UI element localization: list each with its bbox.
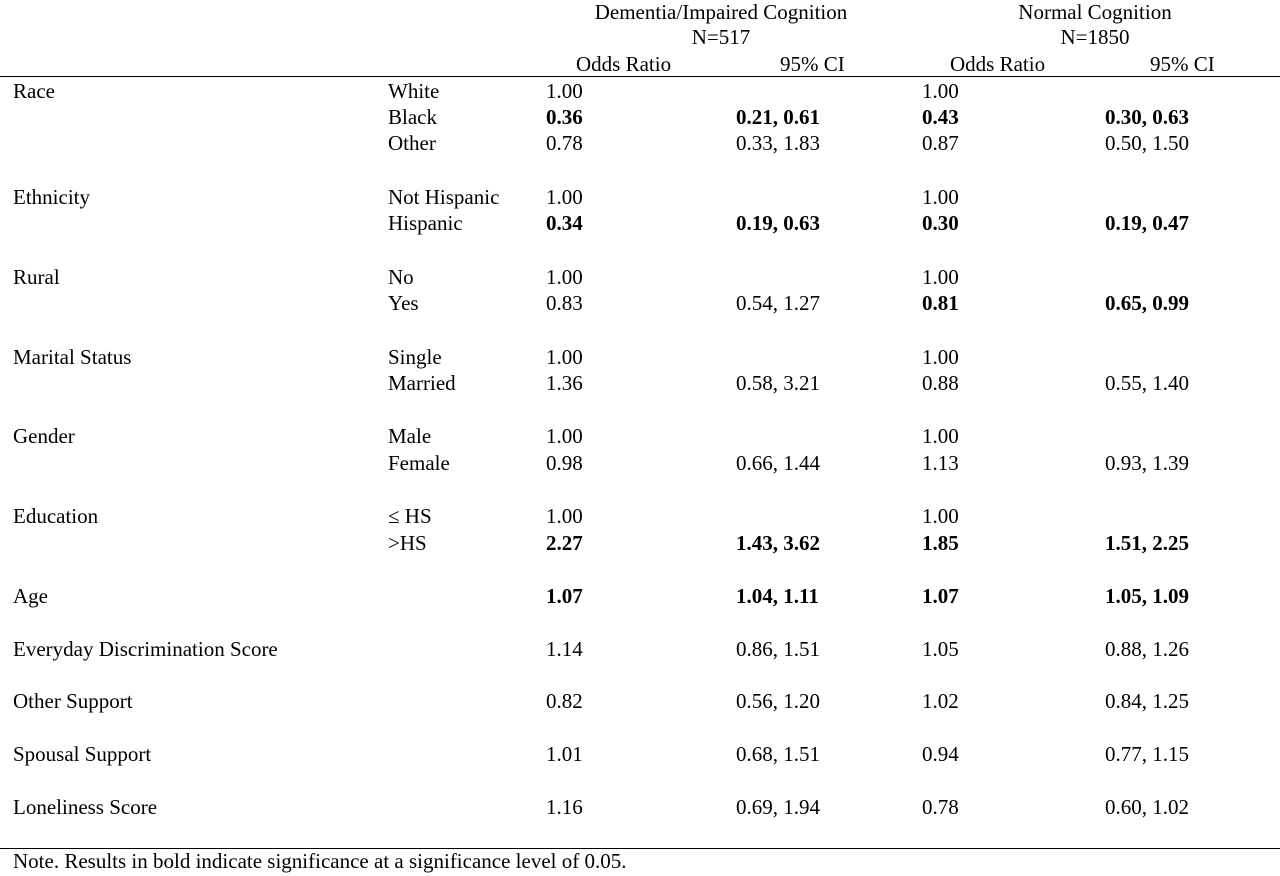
cell-ci-dementia: 0.68, 1.51 — [736, 742, 820, 766]
cell-variable: Marital Status — [13, 345, 132, 369]
cell-level: ≤ HS — [388, 504, 432, 528]
cell-ci-normal: 1.51, 2.25 — [1105, 531, 1189, 555]
cell-or-dementia: 1.00 — [546, 265, 583, 289]
col-header-or2: Odds Ratio — [950, 52, 1046, 76]
bottom-rule — [0, 848, 1280, 849]
cell-or-normal: 1.07 — [922, 584, 959, 608]
cell-or-normal: 1.00 — [922, 345, 959, 369]
group1-n: N=517 — [691, 25, 751, 49]
cell-or-dementia: 1.00 — [546, 79, 583, 103]
cell-ci-dementia: 0.58, 3.21 — [736, 371, 820, 395]
group2-title: Normal Cognition — [1018, 0, 1172, 24]
cell-ci-normal: 0.30, 0.63 — [1105, 105, 1189, 129]
cell-or-normal: 0.43 — [922, 105, 959, 129]
cell-ci-dementia: 0.86, 1.51 — [736, 637, 820, 661]
cell-ci-dementia: 0.21, 0.61 — [736, 105, 820, 129]
cell-level: Male — [388, 424, 432, 448]
cell-or-normal: 1.00 — [922, 424, 959, 448]
cell-level: Not Hispanic — [388, 185, 500, 209]
cell-variable: Race — [13, 79, 55, 103]
cell-ci-normal: 0.50, 1.50 — [1105, 131, 1189, 155]
cell-level: White — [388, 79, 440, 103]
group1-title: Dementia/Impaired Cognition — [594, 0, 848, 24]
cell-level: Other — [388, 131, 436, 155]
cell-or-normal: 1.00 — [922, 504, 959, 528]
cell-or-normal: 1.02 — [922, 689, 959, 713]
cell-ci-normal: 0.77, 1.15 — [1105, 742, 1189, 766]
col-header-ci2: 95% CI — [1150, 52, 1215, 76]
cell-level: Single — [388, 345, 442, 369]
cell-ci-normal: 0.19, 0.47 — [1105, 211, 1189, 235]
cell-or-dementia: 1.00 — [546, 185, 583, 209]
cell-or-dementia: 1.14 — [546, 637, 583, 661]
cell-variable: Ethnicity — [13, 185, 90, 209]
cell-ci-dementia: 0.33, 1.83 — [736, 131, 820, 155]
cell-or-dementia: 1.16 — [546, 795, 583, 819]
cell-ci-normal: 0.60, 1.02 — [1105, 795, 1189, 819]
col-header-or1: Odds Ratio — [576, 52, 672, 76]
cell-ci-dementia: 0.54, 1.27 — [736, 291, 820, 315]
cell-or-normal: 0.81 — [922, 291, 959, 315]
cell-or-dementia: 0.36 — [546, 105, 583, 129]
header-rule — [0, 76, 1280, 77]
cell-level: Black — [388, 105, 437, 129]
cell-level: Hispanic — [388, 211, 463, 235]
cell-variable: Everyday Discrimination Score — [13, 637, 278, 661]
cell-variable: Loneliness Score — [13, 795, 158, 819]
cell-level: No — [388, 265, 414, 289]
cell-or-normal: 1.05 — [922, 637, 959, 661]
cell-or-normal: 0.30 — [922, 211, 959, 235]
cell-or-normal: 1.85 — [922, 531, 959, 555]
cell-or-normal: 1.13 — [922, 451, 959, 475]
cell-or-dementia: 0.34 — [546, 211, 583, 235]
cell-level: Married — [388, 371, 456, 395]
cell-or-dementia: 0.78 — [546, 131, 583, 155]
cell-level: Female — [388, 451, 450, 475]
cell-ci-dementia: 1.43, 3.62 — [736, 531, 820, 555]
table-note: Note. Results in bold indicate significa… — [13, 849, 627, 873]
cell-variable: Spousal Support — [13, 742, 152, 766]
cell-or-dementia: 1.01 — [546, 742, 583, 766]
cell-variable: Education — [13, 504, 99, 528]
cell-or-dementia: 1.00 — [546, 504, 583, 528]
cell-or-dementia: 1.36 — [546, 371, 583, 395]
cell-or-dementia: 1.07 — [546, 584, 583, 608]
cell-ci-dementia: 0.69, 1.94 — [736, 795, 820, 819]
cell-ci-dementia: 0.66, 1.44 — [736, 451, 820, 475]
cell-level: >HS — [388, 531, 427, 555]
cell-or-normal: 0.87 — [922, 131, 959, 155]
cell-or-dementia: 2.27 — [546, 531, 583, 555]
cell-or-normal: 0.94 — [922, 742, 959, 766]
cell-ci-normal: 0.84, 1.25 — [1105, 689, 1189, 713]
cell-variable: Other Support — [13, 689, 133, 713]
cell-ci-dementia: 0.56, 1.20 — [736, 689, 820, 713]
cell-or-normal: 1.00 — [922, 79, 959, 103]
cell-or-dementia: 1.00 — [546, 424, 583, 448]
cell-or-dementia: 0.98 — [546, 451, 583, 475]
cell-or-dementia: 0.83 — [546, 291, 583, 315]
cell-variable: Rural — [13, 265, 60, 289]
cell-ci-normal: 0.93, 1.39 — [1105, 451, 1189, 475]
cell-ci-dementia: 0.19, 0.63 — [736, 211, 820, 235]
cell-ci-normal: 0.55, 1.40 — [1105, 371, 1189, 395]
cell-or-normal: 0.88 — [922, 371, 959, 395]
cell-ci-dementia: 1.04, 1.11 — [736, 584, 819, 608]
cell-or-normal: 0.78 — [922, 795, 959, 819]
cell-level: Yes — [388, 291, 419, 315]
cell-ci-normal: 0.88, 1.26 — [1105, 637, 1189, 661]
cell-or-normal: 1.00 — [922, 185, 959, 209]
cell-ci-normal: 1.05, 1.09 — [1105, 584, 1189, 608]
cell-variable: Gender — [13, 424, 75, 448]
col-header-ci1: 95% CI — [780, 52, 845, 76]
cell-or-normal: 1.00 — [922, 265, 959, 289]
cell-ci-normal: 0.65, 0.99 — [1105, 291, 1189, 315]
cell-or-dementia: 0.82 — [546, 689, 583, 713]
cell-variable: Age — [13, 584, 48, 608]
group2-n: N=1850 — [1060, 25, 1130, 49]
cell-or-dementia: 1.00 — [546, 345, 583, 369]
